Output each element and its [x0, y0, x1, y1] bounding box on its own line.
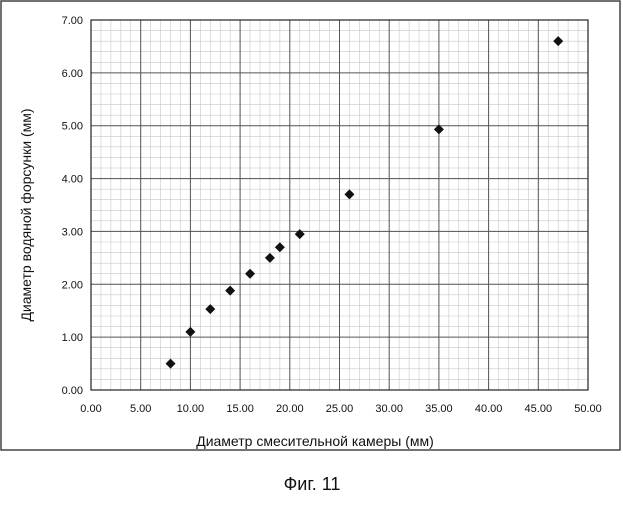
y-tick-label: 5.00 — [62, 121, 83, 133]
x-tick-label: 5.00 — [130, 403, 151, 415]
y-tick-label: 2.00 — [62, 279, 83, 291]
x-tick-label: 20.00 — [276, 403, 304, 415]
x-axis-title: Диаметр смесительной камеры (мм) — [196, 433, 434, 449]
x-tick-label: 50.00 — [574, 403, 602, 415]
x-tick-label: 15.00 — [226, 403, 254, 415]
y-tick-label: 6.00 — [62, 68, 83, 80]
x-tick-label: 35.00 — [425, 403, 453, 415]
figure-caption: Фиг. 11 — [284, 474, 341, 494]
y-tick-label: 1.00 — [62, 332, 83, 344]
y-tick-label: 7.00 — [62, 15, 83, 27]
x-tick-label: 25.00 — [326, 403, 354, 415]
x-tick-label: 30.00 — [375, 403, 403, 415]
x-tick-label: 40.00 — [475, 403, 503, 415]
x-tick-label: 0.00 — [80, 403, 101, 415]
y-tick-label: 3.00 — [62, 226, 83, 238]
y-tick-label: 0.00 — [62, 385, 83, 397]
y-tick-label: 4.00 — [62, 174, 83, 186]
y-axis-title: Диаметр водяной форсунки (мм) — [18, 108, 34, 321]
outer-border — [1, 1, 620, 450]
x-tick-label: 10.00 — [177, 403, 205, 415]
x-tick-label: 45.00 — [525, 403, 553, 415]
